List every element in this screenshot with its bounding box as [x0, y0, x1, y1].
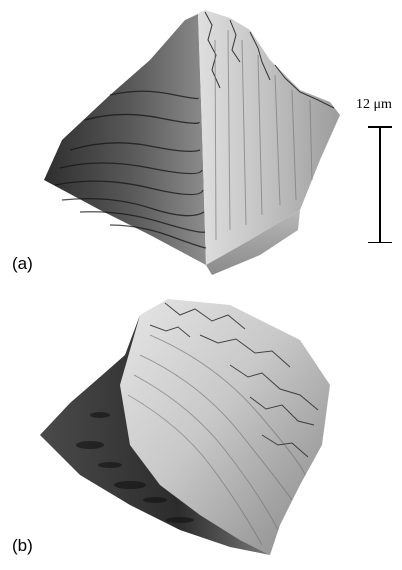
- panel-b-rough-texture: [149, 302, 319, 458]
- panel-a-streaks: [214, 29, 313, 241]
- panel-a-terraces: [54, 90, 207, 249]
- panel-a-label: (a): [12, 254, 33, 273]
- scale-bar-line: [379, 126, 381, 243]
- panel-b-slope-face: [120, 299, 330, 555]
- panel-b-left-texture: [76, 412, 194, 523]
- panel-b-label: (b): [12, 536, 33, 555]
- panel-a-left-flank: [44, 14, 206, 265]
- panel-b-left-flank: [40, 315, 270, 555]
- panel-a-surface-plot: [44, 10, 340, 275]
- scale-bar-bottom-cap: [368, 241, 392, 243]
- panel-b-surface-plot: [40, 299, 330, 555]
- panel-b-contours: [127, 334, 306, 546]
- scale-bar: [368, 126, 392, 243]
- scale-bar-label: 12 μm: [356, 97, 392, 112]
- panel-a-crest-texture: [204, 11, 335, 109]
- panel-a-right-face: [185, 10, 340, 265]
- panel-a-front-face: [206, 210, 300, 275]
